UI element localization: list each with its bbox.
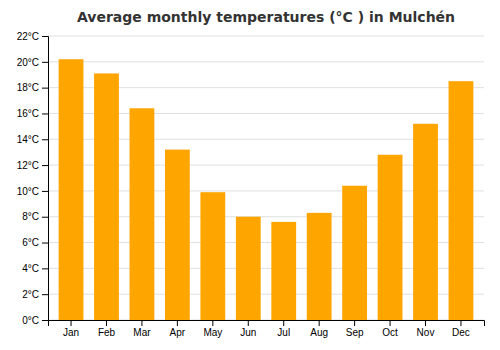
bar (449, 81, 474, 320)
x-tick-label: Jun (240, 327, 256, 338)
bar (307, 213, 332, 320)
x-tick: Apr (170, 320, 186, 338)
y-tick-label: 20°C (17, 57, 39, 68)
y-tick: 22°C (17, 31, 48, 42)
y-tick: 16°C (17, 108, 48, 119)
x-tick-label: May (203, 327, 222, 338)
x-tick: Jan (63, 320, 79, 338)
y-tick: 18°C (17, 82, 48, 93)
y-tick: 10°C (17, 186, 48, 197)
y-tick: 12°C (17, 160, 48, 171)
bar (342, 186, 367, 320)
y-tick-mark (42, 294, 48, 295)
y-tick-label: 2°C (22, 289, 39, 300)
x-tick: Nov (417, 320, 435, 338)
bar (130, 108, 155, 320)
y-tick-mark (42, 191, 48, 192)
grid-line (48, 61, 484, 62)
x-tick: Sep (346, 320, 364, 338)
x-tick-mark (319, 320, 320, 326)
y-tick-mark (42, 165, 48, 166)
y-tick: 2°C (22, 289, 48, 300)
y-tick: 6°C (22, 237, 48, 248)
y-tick-label: 4°C (22, 263, 39, 274)
bar (236, 217, 261, 320)
x-tick-mark (106, 320, 107, 326)
y-tick-label: 10°C (17, 186, 39, 197)
y-tick-label: 22°C (17, 31, 39, 42)
y-tick: 0°C (22, 315, 48, 326)
x-tick-mark (212, 320, 213, 326)
x-tick-mark (390, 320, 391, 326)
y-tick-mark (42, 320, 48, 321)
x-tick-mark (283, 320, 284, 326)
x-tick-mark (177, 320, 178, 326)
y-tick-mark (42, 113, 48, 114)
x-tick-label: Sep (346, 327, 364, 338)
x-tick: Jul (277, 320, 290, 338)
bar (413, 124, 438, 320)
bar (59, 59, 84, 320)
chart-title: Average monthly temperatures (°C ) in Mu… (77, 9, 455, 25)
x-tick-label: Apr (170, 327, 186, 338)
x-tick: Jun (240, 320, 256, 338)
x-tick: Feb (98, 320, 116, 338)
x-tick-mark (354, 320, 355, 326)
x-tick: Oct (382, 320, 398, 338)
y-tick-label: 6°C (22, 237, 39, 248)
x-tick-label: Feb (98, 327, 116, 338)
bar (378, 155, 403, 320)
y-tick-mark (42, 243, 48, 244)
x-tick: May (203, 320, 222, 338)
x-tick-mark (425, 320, 426, 326)
x-tick-label: Nov (417, 327, 435, 338)
x-tick-label: Mar (133, 327, 151, 338)
y-axis: 0°C 2°C 4°C 6°C 8°C 10°C 12°C 14°C 16°C 18°C 20°C 2… (17, 31, 49, 326)
x-tick-label: Aug (310, 327, 328, 338)
x-tick-mark (460, 320, 461, 326)
x-tick-label: Dec (452, 327, 470, 338)
bar (200, 192, 225, 320)
x-tick-label: Jan (63, 327, 79, 338)
x-axis: Jan Feb Mar Apr May Jun Jul Aug Sep Oct Nov Dec (49, 320, 485, 338)
y-tick-label: 16°C (17, 108, 39, 119)
x-tick-mark (71, 320, 72, 326)
chart-container: 0°C 2°C 4°C 6°C 8°C 10°C 12°C 14°C 16°C 18°C 20°C 2… (0, 0, 500, 350)
y-tick-label: 0°C (22, 315, 39, 326)
y-tick-label: 8°C (22, 211, 39, 222)
y-tick-mark (42, 139, 48, 140)
y-tick: 8°C (22, 211, 48, 222)
bar (165, 150, 190, 320)
chart-svg: 0°C 2°C 4°C 6°C 8°C 10°C 12°C 14°C 16°C 18°C 20°C 2… (0, 0, 500, 350)
grid-line (48, 36, 484, 37)
plot-area: 0°C 2°C 4°C 6°C 8°C 10°C 12°C 14°C 16°C 18°C 20°C 2… (17, 31, 485, 338)
y-axis-line (42, 37, 49, 321)
y-tick-mark (42, 217, 48, 218)
y-tick: 14°C (17, 134, 48, 145)
y-tick: 4°C (22, 263, 48, 274)
y-tick-mark (42, 62, 48, 63)
y-tick-mark (42, 268, 48, 269)
x-tick-label: Oct (382, 327, 398, 338)
y-tick-mark (42, 88, 48, 89)
grid (48, 36, 484, 320)
x-axis-line (49, 321, 485, 327)
y-tick: 20°C (17, 57, 48, 68)
y-tick-label: 14°C (17, 134, 39, 145)
x-tick: Dec (452, 320, 470, 338)
bar (94, 73, 119, 320)
x-tick-mark (141, 320, 142, 326)
y-tick-mark (42, 36, 48, 37)
x-tick-label: Jul (277, 327, 290, 338)
x-tick: Mar (133, 320, 151, 338)
y-tick-label: 12°C (17, 160, 39, 171)
x-tick: Aug (310, 320, 328, 338)
y-tick-label: 18°C (17, 82, 39, 93)
bars (59, 59, 474, 320)
bar (271, 222, 296, 320)
x-tick-mark (248, 320, 249, 326)
